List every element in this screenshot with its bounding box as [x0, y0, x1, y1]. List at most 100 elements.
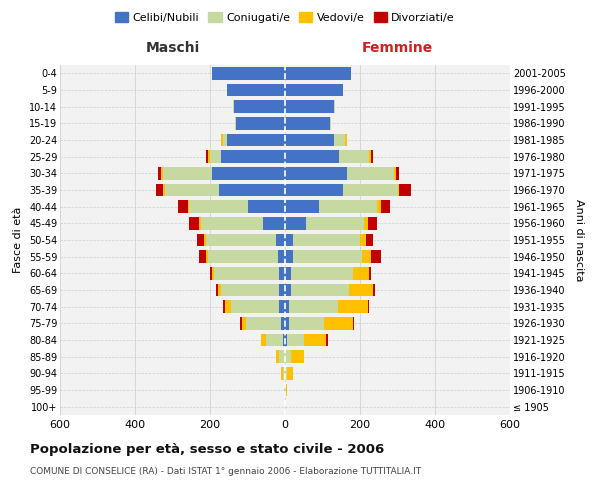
Bar: [380, 200, 390, 213]
Bar: [199, 217, 200, 230]
Bar: [370, 267, 371, 280]
Bar: [285, 134, 334, 146]
Bar: [362, 250, 371, 263]
Bar: [360, 234, 365, 246]
Bar: [290, 284, 349, 296]
Bar: [165, 184, 220, 196]
Bar: [285, 217, 305, 230]
Bar: [364, 217, 367, 230]
Bar: [285, 384, 286, 396]
Bar: [283, 367, 285, 380]
Bar: [287, 334, 304, 346]
Bar: [286, 384, 287, 396]
Bar: [398, 184, 400, 196]
Bar: [205, 234, 206, 246]
Bar: [225, 300, 230, 313]
Bar: [240, 317, 242, 330]
Bar: [230, 300, 280, 313]
Bar: [334, 100, 335, 113]
Bar: [353, 317, 355, 330]
Bar: [345, 134, 347, 146]
Bar: [218, 284, 221, 296]
Bar: [163, 167, 212, 179]
Bar: [285, 367, 287, 380]
Bar: [281, 367, 283, 380]
Bar: [285, 150, 340, 163]
Bar: [280, 284, 285, 296]
Bar: [208, 250, 277, 263]
Bar: [371, 250, 380, 263]
Bar: [343, 184, 398, 196]
Bar: [285, 184, 343, 196]
Bar: [285, 300, 289, 313]
Bar: [400, 184, 410, 196]
Bar: [326, 334, 328, 346]
Bar: [235, 100, 285, 113]
Bar: [281, 317, 285, 330]
Bar: [277, 250, 285, 263]
Bar: [365, 234, 373, 246]
Bar: [215, 284, 218, 296]
Bar: [157, 167, 161, 179]
Bar: [285, 350, 290, 363]
Bar: [377, 200, 380, 213]
Bar: [187, 200, 190, 213]
Bar: [285, 167, 347, 179]
Bar: [206, 250, 208, 263]
Bar: [220, 184, 285, 196]
Bar: [212, 267, 214, 280]
Bar: [285, 117, 330, 130]
Bar: [212, 167, 285, 179]
Bar: [289, 317, 325, 330]
Bar: [373, 284, 375, 296]
Bar: [290, 267, 353, 280]
Bar: [304, 334, 326, 346]
Bar: [319, 200, 377, 213]
Bar: [347, 167, 394, 179]
Bar: [394, 167, 395, 179]
Bar: [210, 150, 221, 163]
Bar: [206, 234, 275, 246]
Bar: [212, 67, 285, 80]
Bar: [367, 217, 377, 230]
Bar: [285, 284, 290, 296]
Bar: [285, 234, 293, 246]
Bar: [210, 267, 212, 280]
Bar: [305, 217, 364, 230]
Bar: [275, 350, 280, 363]
Bar: [283, 334, 285, 346]
Bar: [285, 334, 287, 346]
Bar: [214, 267, 280, 280]
Y-axis label: Anni di nascita: Anni di nascita: [574, 198, 584, 281]
Bar: [208, 150, 210, 163]
Bar: [290, 350, 304, 363]
Bar: [199, 250, 206, 263]
Bar: [223, 300, 225, 313]
Bar: [223, 134, 227, 146]
Bar: [337, 300, 367, 313]
Bar: [236, 117, 285, 130]
Bar: [190, 200, 248, 213]
Bar: [280, 300, 285, 313]
Bar: [178, 200, 187, 213]
Bar: [285, 84, 343, 96]
Bar: [155, 184, 163, 196]
Bar: [330, 117, 331, 130]
Bar: [206, 150, 208, 163]
Bar: [293, 250, 362, 263]
Bar: [285, 267, 290, 280]
Bar: [280, 350, 285, 363]
Bar: [235, 117, 236, 130]
Bar: [395, 167, 400, 179]
Bar: [221, 150, 285, 163]
Bar: [245, 317, 281, 330]
Bar: [293, 234, 360, 246]
Bar: [285, 67, 350, 80]
Bar: [275, 234, 285, 246]
Legend: Celibi/Nubili, Coniugati/e, Vedovi/e, Divorziati/e: Celibi/Nubili, Coniugati/e, Vedovi/e, Di…: [110, 8, 460, 27]
Bar: [325, 317, 353, 330]
Bar: [334, 134, 345, 146]
Bar: [285, 100, 334, 113]
Bar: [371, 150, 373, 163]
Y-axis label: Fasce di età: Fasce di età: [13, 207, 23, 273]
